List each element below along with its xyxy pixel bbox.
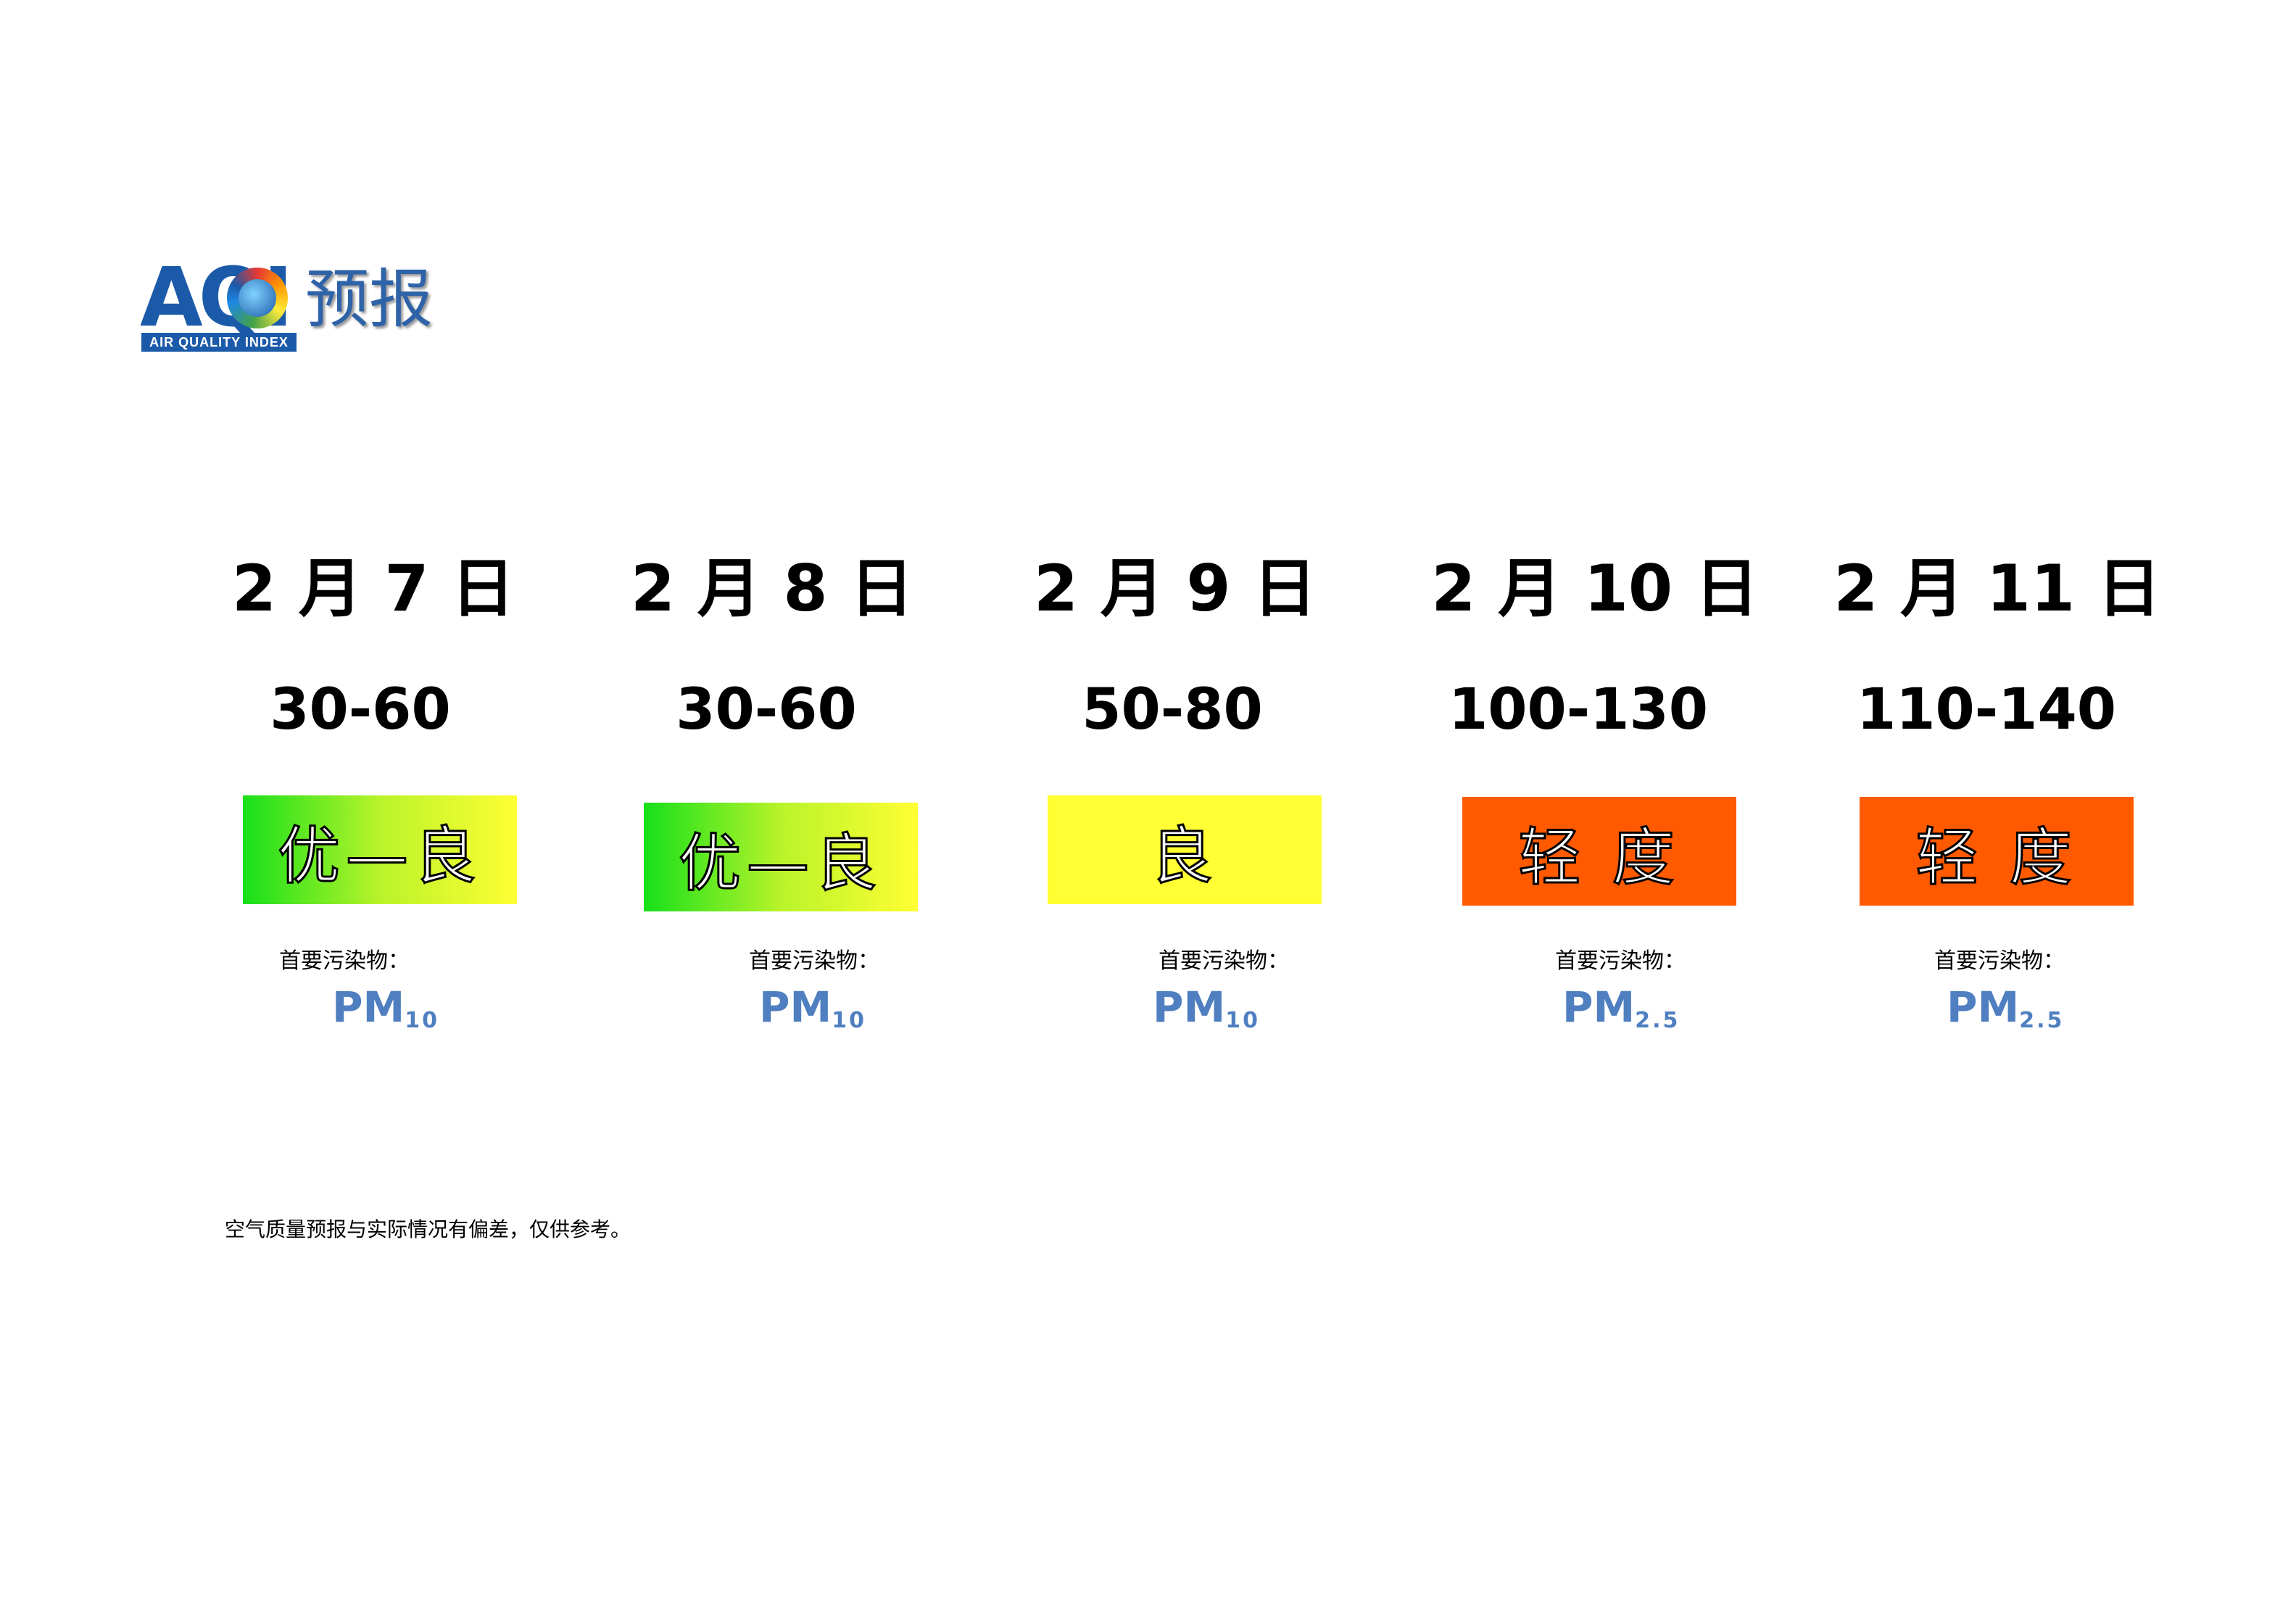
aqi-range: 30-60 bbox=[270, 677, 451, 742]
primary-pollutant: PM10 bbox=[1153, 986, 1260, 1032]
disclaimer-footnote: 空气质量预报与实际情况有偏差，仅供参考。 bbox=[225, 1217, 631, 1241]
pollutant-subscript: 10 bbox=[832, 1008, 866, 1033]
aqi-level-text: 良 bbox=[1150, 819, 1219, 893]
aqi-level-badge: 轻 度 bbox=[1860, 797, 2134, 906]
aqi-level-badge: 良 bbox=[1048, 795, 1322, 904]
aqi-level-badge: 轻 度 bbox=[1462, 797, 1736, 906]
forecast-date: 2 月 11 日 bbox=[1833, 551, 2161, 626]
pollutant-name: PM bbox=[759, 982, 832, 1032]
primary-pollutant: PM2.5 bbox=[1947, 986, 2064, 1032]
forecast-date: 2 月 9 日 bbox=[1033, 551, 1317, 626]
primary-pollutant-label: 首要污染物： bbox=[279, 948, 410, 974]
logo-title: 预报 bbox=[305, 262, 434, 336]
logo-tagline: AIR QUALITY INDEX bbox=[141, 333, 297, 352]
aqi-level-text: 轻 度 bbox=[1915, 820, 2078, 895]
pollutant-name: PM bbox=[1947, 982, 2020, 1032]
aqi-logo: AQI AIR QUALITY INDEX 预报 bbox=[140, 257, 444, 355]
primary-pollutant-label: 首要污染物： bbox=[749, 948, 879, 974]
aqi-range: 110-140 bbox=[1856, 677, 2116, 742]
pollutant-name: PM bbox=[332, 982, 405, 1032]
pollutant-subscript: 2.5 bbox=[2019, 1008, 2065, 1033]
aqi-range: 100-130 bbox=[1448, 677, 1708, 742]
primary-pollutant-label: 首要污染物： bbox=[1555, 948, 1686, 974]
aqi-range: 30-60 bbox=[676, 677, 857, 742]
aqi-level-text: 优—良 bbox=[678, 826, 883, 901]
pollutant-subscript: 2.5 bbox=[1635, 1008, 1680, 1033]
forecast-date: 2 月 10 日 bbox=[1431, 551, 1759, 626]
aqi-range: 50-80 bbox=[1082, 677, 1263, 742]
pollutant-name: PM bbox=[1153, 982, 1226, 1032]
aqi-level-badge: 优—良 bbox=[243, 795, 517, 904]
forecast-date: 2 月 8 日 bbox=[630, 551, 914, 626]
aqi-level-text: 优—良 bbox=[277, 819, 482, 893]
primary-pollutant: PM10 bbox=[332, 986, 439, 1032]
pollutant-name: PM bbox=[1562, 982, 1636, 1032]
primary-pollutant-label: 首要污染物： bbox=[1159, 948, 1289, 974]
globe-icon bbox=[227, 268, 288, 328]
pollutant-subscript: 10 bbox=[405, 1008, 439, 1033]
primary-pollutant: PM2.5 bbox=[1562, 986, 1680, 1032]
aqi-level-badge: 优—良 bbox=[644, 803, 918, 911]
pollutant-subscript: 10 bbox=[1225, 1008, 1260, 1033]
primary-pollutant-label: 首要污染物： bbox=[1934, 948, 2065, 974]
aqi-level-text: 轻 度 bbox=[1517, 820, 1680, 895]
forecast-date: 2 月 7 日 bbox=[231, 551, 515, 626]
primary-pollutant: PM10 bbox=[759, 986, 866, 1032]
